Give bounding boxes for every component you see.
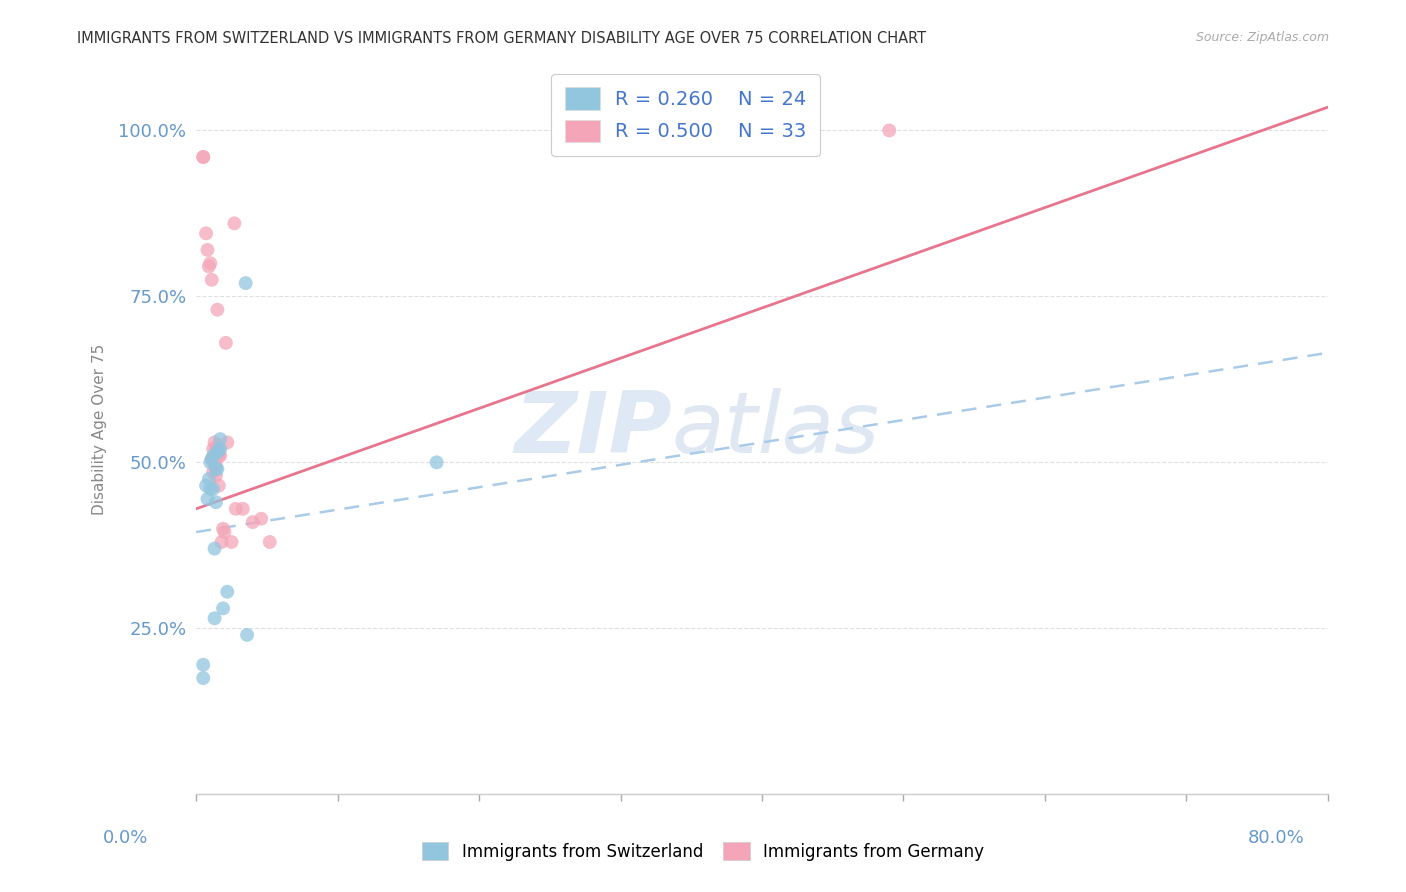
Point xyxy=(207,302,229,317)
Y-axis label: Disability Age Over 75: Disability Age Over 75 xyxy=(93,343,107,515)
Point xyxy=(209,432,232,446)
Point xyxy=(201,273,224,287)
Point xyxy=(224,216,246,230)
Point xyxy=(250,512,273,526)
Point xyxy=(205,495,228,509)
Point xyxy=(242,515,264,529)
Point xyxy=(197,243,219,257)
Point xyxy=(198,472,221,486)
Point xyxy=(204,541,226,556)
Point xyxy=(207,439,229,453)
Point xyxy=(193,150,215,164)
Point xyxy=(201,452,224,467)
Point xyxy=(236,628,259,642)
Point xyxy=(877,123,900,137)
Point xyxy=(202,449,225,463)
Point xyxy=(200,256,222,270)
Point xyxy=(204,611,226,625)
Point xyxy=(200,482,222,496)
Point xyxy=(221,535,243,549)
Point xyxy=(209,449,232,463)
Point xyxy=(208,478,231,492)
Text: IMMIGRANTS FROM SWITZERLAND VS IMMIGRANTS FROM GERMANY DISABILITY AGE OVER 75 CO: IMMIGRANTS FROM SWITZERLAND VS IMMIGRANT… xyxy=(77,31,927,46)
Point xyxy=(202,482,225,496)
Point xyxy=(205,462,228,476)
Point xyxy=(204,435,226,450)
Text: 80.0%: 80.0% xyxy=(1249,830,1305,847)
Text: atlas: atlas xyxy=(672,388,879,471)
Legend: Immigrants from Switzerland, Immigrants from Germany: Immigrants from Switzerland, Immigrants … xyxy=(415,836,991,868)
Point xyxy=(215,335,238,350)
Point xyxy=(207,462,229,476)
Point xyxy=(214,524,236,539)
Point xyxy=(193,657,215,672)
Point xyxy=(195,478,218,492)
Point xyxy=(205,442,228,456)
Point xyxy=(193,150,215,164)
Point xyxy=(205,458,228,473)
Point xyxy=(235,276,257,290)
Point xyxy=(211,535,233,549)
Point xyxy=(212,601,235,615)
Point xyxy=(259,535,281,549)
Point xyxy=(204,458,226,473)
Point xyxy=(232,501,254,516)
Text: ZIP: ZIP xyxy=(513,388,672,471)
Point xyxy=(198,260,221,274)
Point xyxy=(209,442,232,456)
Point xyxy=(195,227,218,241)
Point xyxy=(217,584,239,599)
Point xyxy=(207,445,229,459)
Point xyxy=(225,501,247,516)
Legend: R = 0.260    N = 24, R = 0.500    N = 33: R = 0.260 N = 24, R = 0.500 N = 33 xyxy=(551,74,820,155)
Point xyxy=(205,468,228,483)
Point xyxy=(197,491,219,506)
Text: Source: ZipAtlas.com: Source: ZipAtlas.com xyxy=(1195,31,1329,45)
Point xyxy=(201,452,224,467)
Point xyxy=(202,465,225,479)
Point xyxy=(217,435,239,450)
Point xyxy=(193,671,215,685)
Point xyxy=(202,442,225,456)
Point xyxy=(200,455,222,469)
Point xyxy=(212,522,235,536)
Point xyxy=(426,455,449,469)
Point xyxy=(208,442,231,456)
Point xyxy=(208,449,231,463)
Text: 0.0%: 0.0% xyxy=(103,830,148,847)
